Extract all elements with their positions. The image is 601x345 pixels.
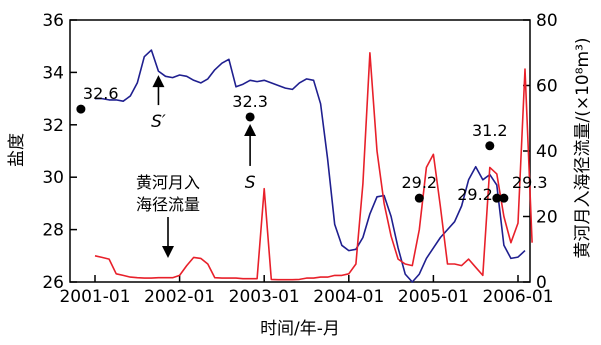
y-axis-right-label: 黄河月入海径流量/(×10⁸m³): [573, 37, 593, 258]
annotation-label: 31.2: [472, 121, 508, 140]
y-left-tick-label: 32: [42, 116, 64, 136]
annotation-dot: [492, 193, 502, 203]
series-line-salinity: [95, 49, 526, 283]
runoff-callout-line1: 黄河月入: [136, 173, 200, 192]
y-axis-left-label: 盐度: [7, 133, 27, 167]
runoff-callout-arrow-head: [162, 246, 174, 258]
y-right-tick-label: 80: [536, 11, 558, 31]
annotation-label: 29.2: [401, 173, 437, 192]
y-left-tick-label: 34: [42, 63, 64, 83]
x-axis-label: 时间/年-月: [260, 319, 340, 339]
x-tick-label: 2001-01: [59, 287, 130, 307]
y-right-tick-label: 40: [536, 142, 558, 162]
x-tick-label: 2006-01: [482, 287, 553, 307]
annotation-label: 32.3: [232, 92, 268, 111]
annotation-dot: [414, 193, 424, 203]
y-right-tick-label: 20: [536, 208, 558, 228]
annotation-label: 29.3: [512, 173, 548, 192]
annotation-label: 29.2: [457, 185, 493, 204]
y-left-tick-label: 36: [42, 11, 64, 31]
annotation-dot: [499, 193, 509, 203]
arrow-label-s-prime: S′: [151, 112, 166, 132]
annotation-dot: [485, 141, 495, 151]
runoff-callout-line2: 海径流量: [136, 195, 200, 214]
x-tick-label: 2003-01: [229, 287, 300, 307]
x-tick-label: 2004-01: [313, 287, 384, 307]
y-left-tick-label: 30: [42, 168, 64, 188]
x-tick-label: 2005-01: [398, 287, 469, 307]
x-tick-label: 2002-01: [144, 287, 215, 307]
plot-frame: [69, 19, 531, 283]
arrow-head-s-prime: [152, 75, 165, 88]
annotation-label: 32.6: [83, 84, 119, 103]
series-line-runoff: [94, 51, 533, 281]
y-right-tick-label: 0: [536, 273, 547, 293]
annotation-dot: [76, 104, 86, 114]
ticks-layer: 26 28 30 32 34 36 0 20 40 60 80 2001-01 2002-01 2003-…: [42, 11, 557, 307]
annotation-dot: [245, 112, 255, 122]
arrow-head-s: [244, 123, 257, 136]
y-left-tick-label: 26: [42, 273, 64, 293]
y-left-tick-label: 28: [42, 221, 64, 241]
y-right-tick-label: 60: [536, 77, 558, 97]
annotation-layer: 黄河月入 海径流量 32.6 32.3 31.2 29.2 29.2 29.3 S′ S: [76, 75, 548, 258]
series-layer: [94, 49, 533, 283]
arrow-label-s: S: [245, 173, 256, 193]
